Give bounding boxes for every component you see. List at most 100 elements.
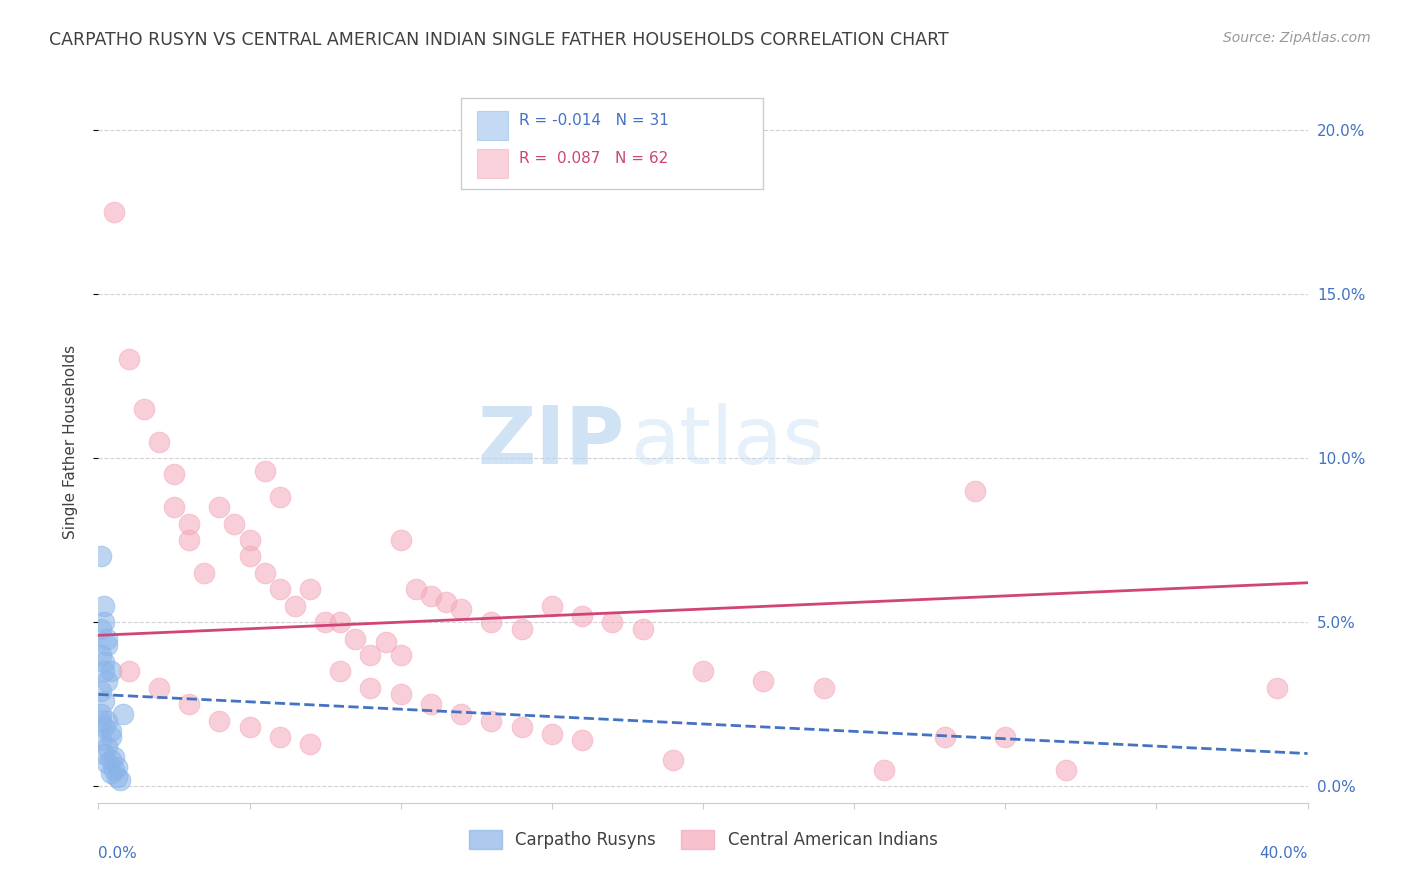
Point (389, 648, 412, 662)
Point (269, 730, 291, 744)
Point (96, 638, 118, 652)
Point (420, 698, 443, 712)
Point (405, 582, 427, 597)
Point (813, 681, 835, 695)
Point (420, 589, 443, 603)
Point (105, 770, 128, 784)
FancyBboxPatch shape (477, 149, 509, 178)
Point (163, 500, 186, 515)
Point (103, 763, 125, 777)
Point (93, 747, 115, 761)
Point (360, 648, 382, 662)
Point (90, 549, 112, 564)
Point (481, 615, 503, 630)
Point (239, 549, 262, 564)
Point (100, 766, 122, 780)
Point (1267, 681, 1289, 695)
Point (253, 464, 276, 478)
Point (602, 615, 624, 630)
Point (105, 760, 128, 774)
Point (93, 720, 115, 734)
Point (93, 665, 115, 679)
Point (90, 622, 112, 636)
Point (100, 723, 122, 738)
Point (100, 730, 122, 744)
Point (100, 753, 122, 767)
Point (329, 665, 352, 679)
Point (631, 622, 654, 636)
Point (111, 707, 134, 722)
Point (450, 707, 472, 722)
Point (118, 665, 141, 679)
Point (93, 599, 115, 613)
Text: Source: ZipAtlas.com: Source: ZipAtlas.com (1223, 31, 1371, 45)
Point (148, 681, 170, 695)
Point (965, 483, 987, 498)
Point (510, 622, 533, 636)
Point (934, 730, 956, 744)
Point (93, 655, 115, 669)
Point (208, 500, 231, 515)
Point (239, 533, 262, 547)
Point (118, 352, 141, 367)
Point (299, 582, 322, 597)
Point (571, 608, 593, 623)
Point (100, 665, 122, 679)
Text: CARPATHO RUSYN VS CENTRAL AMERICAN INDIAN SINGLE FATHER HOUSEHOLDS CORRELATION C: CARPATHO RUSYN VS CENTRAL AMERICAN INDIA… (49, 31, 949, 49)
Point (329, 615, 352, 630)
Point (163, 467, 186, 482)
Point (571, 733, 593, 747)
Text: 40.0%: 40.0% (1260, 847, 1308, 861)
Point (96, 674, 118, 689)
Point (90, 684, 112, 698)
Point (193, 566, 215, 580)
Point (360, 681, 382, 695)
Text: R = -0.014   N = 31: R = -0.014 N = 31 (519, 113, 669, 128)
Point (994, 730, 1017, 744)
Point (450, 602, 472, 616)
Point (344, 632, 367, 646)
Point (540, 599, 562, 613)
Point (540, 727, 562, 741)
Point (93, 615, 115, 630)
Point (389, 687, 412, 701)
Point (90, 707, 112, 722)
Point (752, 674, 775, 689)
Y-axis label: Single Father Households: Single Father Households (63, 344, 77, 539)
Point (224, 516, 246, 531)
Point (269, 491, 291, 505)
Point (481, 714, 503, 728)
FancyBboxPatch shape (477, 111, 509, 139)
Point (179, 533, 201, 547)
Point (253, 566, 276, 580)
Point (269, 582, 291, 597)
Point (389, 533, 412, 547)
Point (132, 401, 155, 416)
Point (96, 739, 118, 754)
Point (148, 434, 170, 449)
Point (692, 665, 714, 679)
Point (873, 763, 896, 777)
Point (299, 737, 322, 751)
Point (96, 756, 118, 771)
Point (90, 733, 112, 747)
Point (1054, 763, 1077, 777)
Point (661, 753, 683, 767)
Point (314, 615, 336, 630)
Point (179, 516, 201, 531)
Point (96, 714, 118, 728)
Point (434, 595, 457, 609)
Point (179, 698, 201, 712)
Point (284, 599, 307, 613)
Point (96, 632, 118, 646)
Point (374, 635, 396, 649)
Point (208, 714, 231, 728)
Point (103, 204, 125, 219)
Text: ZIP: ZIP (477, 402, 624, 481)
Point (510, 720, 533, 734)
FancyBboxPatch shape (461, 98, 763, 189)
Point (108, 772, 131, 787)
Point (90, 648, 112, 662)
Legend: Carpatho Rusyns, Central American Indians: Carpatho Rusyns, Central American Indian… (461, 823, 945, 856)
Text: R =  0.087   N = 62: R = 0.087 N = 62 (519, 152, 668, 167)
